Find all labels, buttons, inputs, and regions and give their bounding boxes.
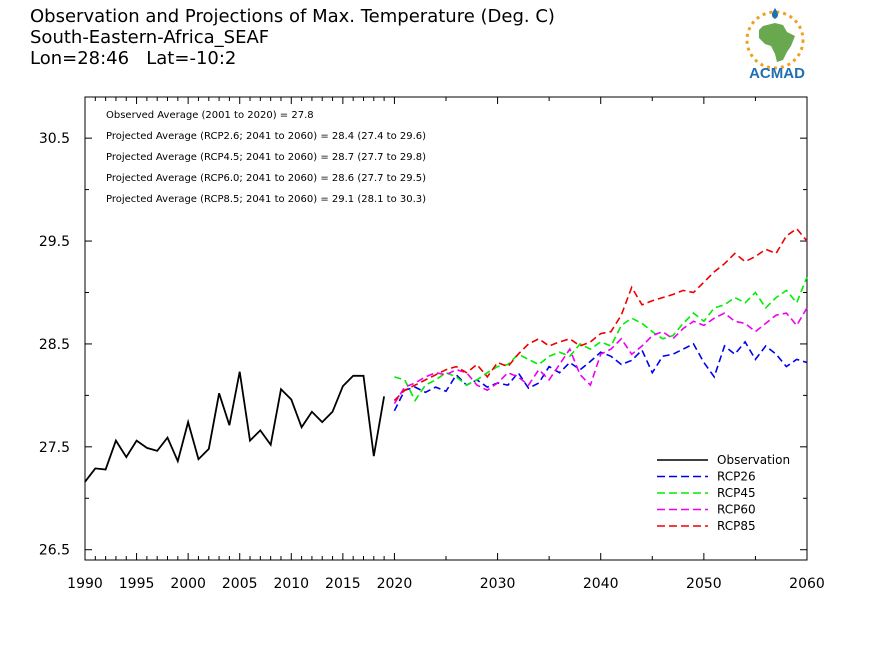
legend-label-rcp26: RCP26: [717, 470, 756, 484]
y-tick-label: 26.5: [39, 543, 70, 559]
x-tick-label: 2030: [480, 576, 516, 592]
x-tick-label: 2060: [789, 576, 825, 592]
projection-annotation: Projected Average (RCP2.6; 2041 to 2060)…: [106, 131, 426, 142]
legend-label-observation: Observation: [717, 453, 790, 467]
y-tick-label: 27.5: [39, 440, 70, 456]
x-tick-label: 2015: [325, 576, 361, 592]
x-tick-label: 2040: [583, 576, 619, 592]
legend: Observation RCP26 RCP45 RCP60 RCP85: [657, 453, 790, 533]
x-tick-label: 2050: [686, 576, 722, 592]
legend-label-rcp60: RCP60: [717, 503, 756, 517]
x-tick-label: 1990: [67, 576, 103, 592]
series-lines: [84, 227, 808, 483]
region-label: South-Eastern-Africa_SEAF: [30, 27, 270, 48]
axes: 26.5 27.5 28.5 29.5 30.5 1990 1995 2000 2005 2010…: [39, 96, 825, 592]
projection-annotation: Observed Average (2001 to 2020) = 27.8: [106, 110, 314, 121]
location-label: Lon=28:46 Lat=-10:2: [30, 48, 237, 69]
y-tick-label: 30.5: [39, 131, 70, 147]
logo-text: ACMAD: [749, 65, 805, 82]
y-tick-label: 29.5: [39, 234, 70, 250]
acmad-logo: ACMAD: [745, 8, 805, 82]
plot-frame: [84, 96, 808, 561]
sun-rays-icon: [745, 10, 805, 70]
projection-annotation: Projected Average (RCP6.0; 2041 to 2060)…: [106, 173, 426, 184]
series-line-observation: [84, 371, 385, 483]
water-drop-icon: [771, 8, 779, 19]
africa-map-icon: [759, 23, 795, 62]
projection-annotations: Observed Average (2001 to 2020) = 27.8 Pr…: [106, 110, 426, 205]
x-tick-label: 2020: [377, 576, 413, 592]
legend-label-rcp85: RCP85: [717, 519, 756, 533]
chart-title: Observation and Projections of Max. Temp…: [30, 6, 555, 27]
chart-header: Observation and Projections of Max. Temp…: [30, 6, 555, 69]
x-tick-label: 2010: [273, 576, 309, 592]
series-line-rcp60: [393, 307, 808, 405]
legend-label-rcp45: RCP45: [717, 486, 756, 500]
projection-annotation: Projected Average (RCP8.5; 2041 to 2060)…: [106, 194, 426, 205]
projection-annotation: Projected Average (RCP4.5; 2041 to 2060)…: [106, 152, 426, 163]
x-tick-label: 1995: [119, 576, 155, 592]
x-tick-label: 2005: [222, 576, 258, 592]
series-line-rcp85: [393, 227, 808, 402]
series-line-rcp26: [393, 340, 808, 412]
series-line-rcp45: [394, 276, 808, 403]
x-tick-label: 2000: [170, 576, 206, 592]
y-tick-label: 28.5: [39, 337, 70, 353]
